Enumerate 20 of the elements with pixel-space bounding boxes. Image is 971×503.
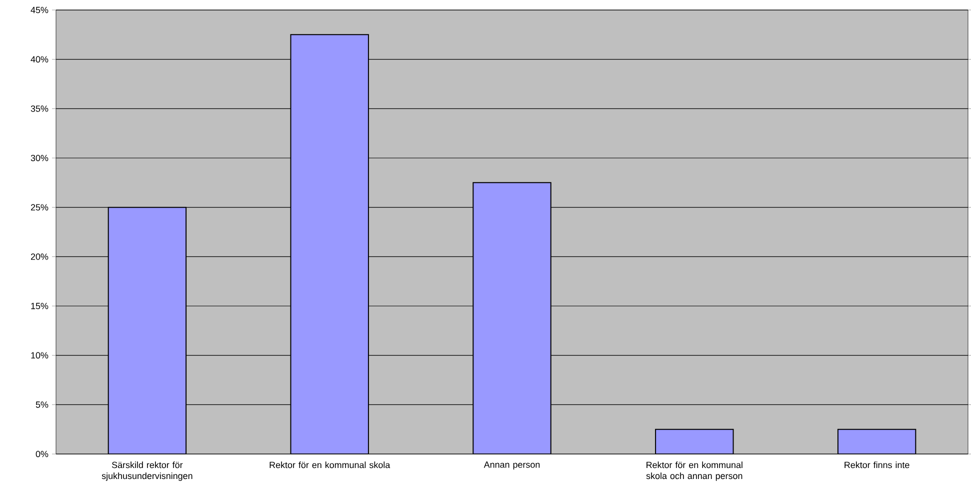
y-tick-label: 15% [31, 302, 48, 310]
y-tick-label: 30% [30, 154, 48, 162]
x-tick-label: Särskild rektor för sjukhusundervisningen [102, 462, 192, 481]
y-tick-label: 0% [36, 450, 48, 458]
x-tick-label: Rektor för en kommunal skola [270, 462, 390, 468]
y-tick-label: 20% [30, 253, 48, 260]
x-tick-label: Rektor för en kommunal skola och annan person [646, 462, 742, 481]
bar [655, 428, 734, 454]
bar [290, 34, 369, 454]
y-tick-label: 5% [36, 402, 48, 408]
bar [472, 182, 552, 454]
y-tick-label: 40% [30, 56, 48, 63]
x-tick-label: Annan person [484, 462, 540, 470]
x-tick-label: Rektor finns inte [844, 462, 910, 468]
bar [108, 206, 187, 454]
bar [837, 428, 916, 454]
y-tick-label: 10% [31, 352, 48, 359]
y-tick-label: 35% [30, 105, 48, 112]
y-tick-label: 45% [30, 6, 48, 14]
y-tick-label: 25% [30, 204, 48, 211]
